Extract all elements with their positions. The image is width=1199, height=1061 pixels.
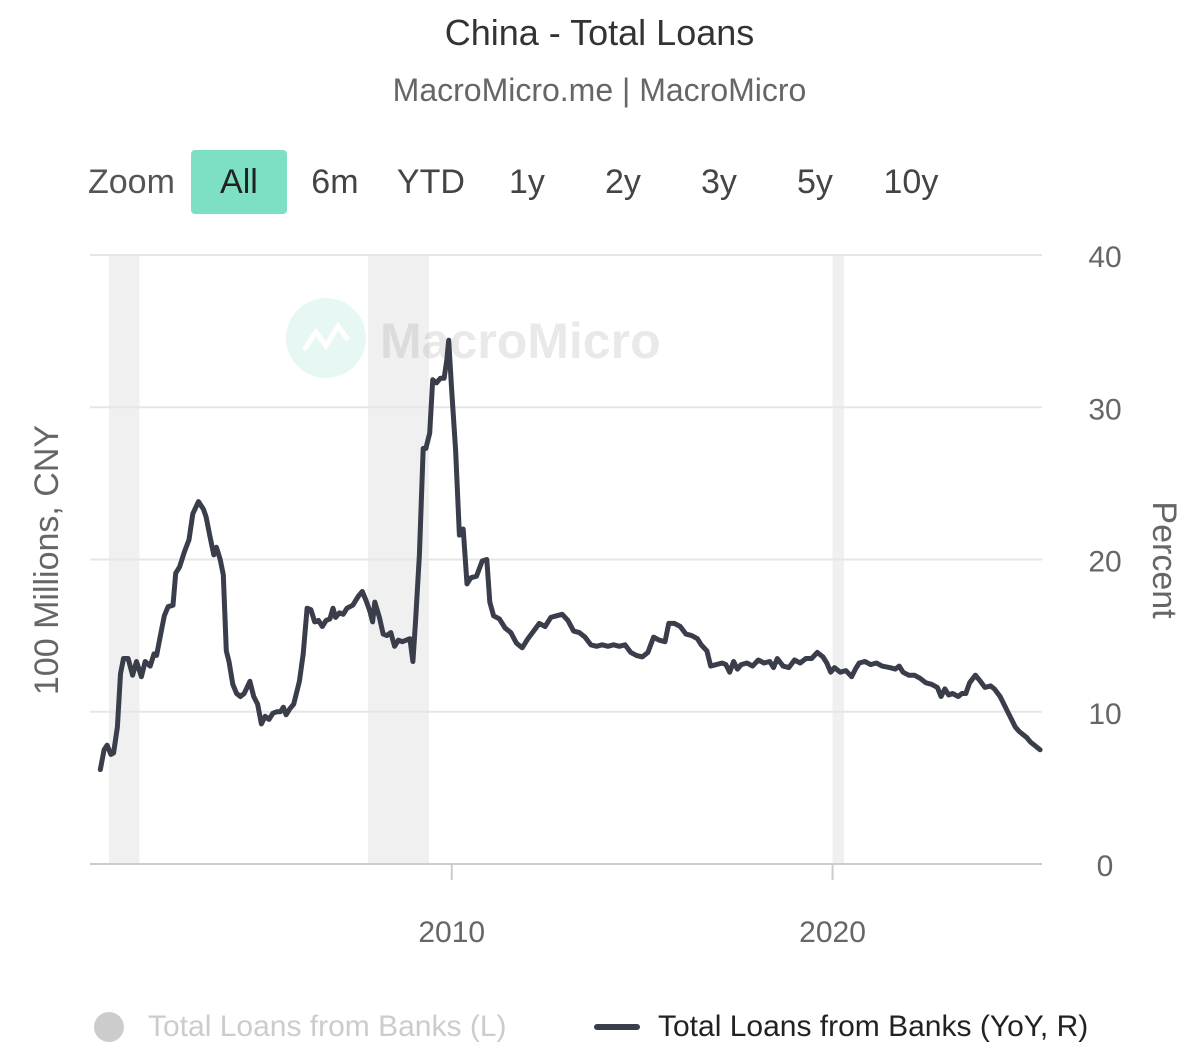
x-axis: 2010 2020 <box>418 864 866 949</box>
watermark-text: MacroMicro <box>380 313 661 369</box>
y-axis-right-ticks: 0 10 20 30 40 <box>1088 241 1121 883</box>
y-tick-label-0: 0 <box>1097 850 1114 883</box>
zoom-ytd-button[interactable]: YTD <box>396 163 465 201</box>
legend-dot-icon <box>94 1012 124 1042</box>
zoom-all-button[interactable]: All <box>190 150 287 214</box>
zoom-5y-button[interactable]: 5y <box>796 163 833 201</box>
legend-label-total-loans: Total Loans from Banks (L) <box>148 1010 507 1043</box>
zoom-1y-button[interactable]: 1y <box>508 163 545 201</box>
legend-line-icon <box>594 1024 640 1030</box>
zoom-3y-button[interactable]: 3y <box>700 163 737 201</box>
chart-plot[interactable]: MacroMicro 0 10 20 30 40 2010 2020 100 Millio… <box>0 0 1199 1000</box>
y-axis-right-label: Percent <box>1145 501 1183 619</box>
x-tick-label-2020: 2020 <box>799 916 866 949</box>
watermark-chart-icon <box>301 321 351 352</box>
x-tick-label-2010: 2010 <box>418 916 485 949</box>
watermark-logo-icon <box>286 298 366 378</box>
zoom-label: Zoom <box>88 162 175 201</box>
grid-lines <box>90 254 1042 865</box>
legend-item-total-loans-yoy[interactable]: Total Loans from Banks (YoY, R) <box>594 1004 1088 1050</box>
legend-item-total-loans[interactable]: Total Loans from Banks (L) <box>94 1004 507 1050</box>
y-tick-label-40: 40 <box>1088 241 1121 274</box>
zoom-2y-button[interactable]: 2y <box>604 163 641 201</box>
chart-subtitle: MacroMicro.me | MacroMicro <box>392 72 807 108</box>
zoom-10y-button[interactable]: 10y <box>883 163 939 201</box>
y-tick-label-20: 20 <box>1088 546 1121 579</box>
zoom-6m-button[interactable]: 6m <box>311 163 359 201</box>
y-tick-label-10: 10 <box>1088 698 1121 731</box>
legend-label-total-loans-yoy: Total Loans from Banks (YoY, R) <box>658 1010 1089 1043</box>
y-tick-label-30: 30 <box>1088 393 1121 426</box>
chart-title: China - Total Loans <box>444 12 755 53</box>
y-axis-left-label: 100 Millions, CNY <box>28 425 66 695</box>
zoom-bar: Zoom All 6m YTD 1y 2y 3y 5y 10y <box>88 150 959 214</box>
watermark: MacroMicro <box>286 298 661 378</box>
series-line-total-loans-yoy[interactable] <box>97 337 1043 773</box>
